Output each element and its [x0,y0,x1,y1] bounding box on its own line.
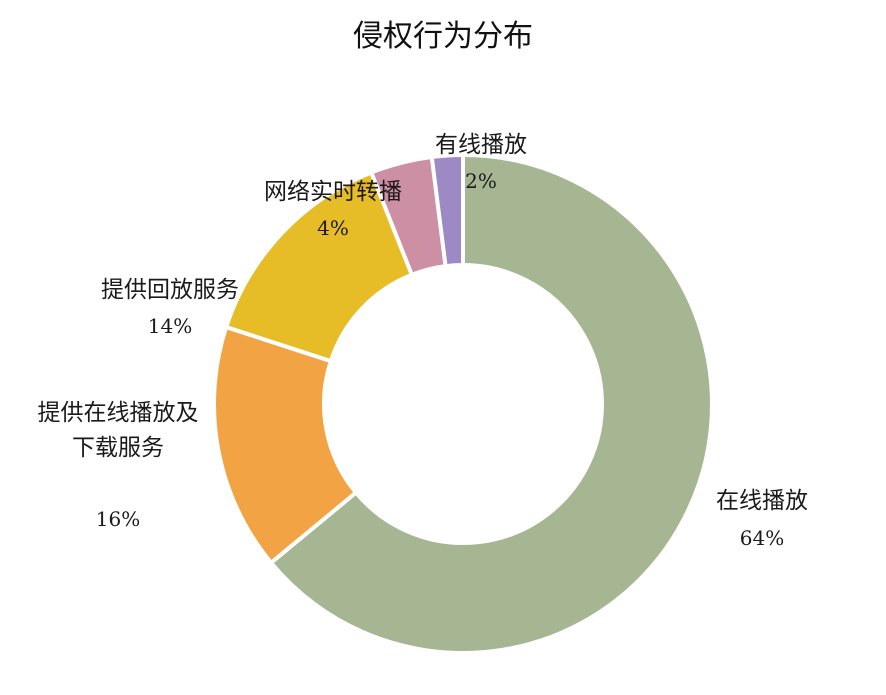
slice-label-4: 有线播放 [435,132,527,158]
slice-label-2: 提供回放服务 [101,277,239,303]
slice-value-label-2: 14% [148,314,192,338]
slice-label-1-line-1: 下载服务 [72,435,164,461]
donut-slice-4 [429,152,465,269]
slice-value-label-3: 4% [317,216,349,240]
chart-title: 侵权行为分布 [353,19,533,54]
slice-value-label-1: 16% [96,507,140,531]
donut-slice-0 [269,153,714,655]
donut-slice-1 [212,325,358,565]
slice-label-3: 网络实时转播 [264,179,402,205]
slice-label-0: 在线播放 [716,488,808,514]
slice-value-label-4: 2% [465,169,497,193]
slice-value-label-0: 64% [740,526,784,550]
slices-group [212,152,714,655]
slice-label-1-line-0: 提供在线播放及 [38,400,199,426]
